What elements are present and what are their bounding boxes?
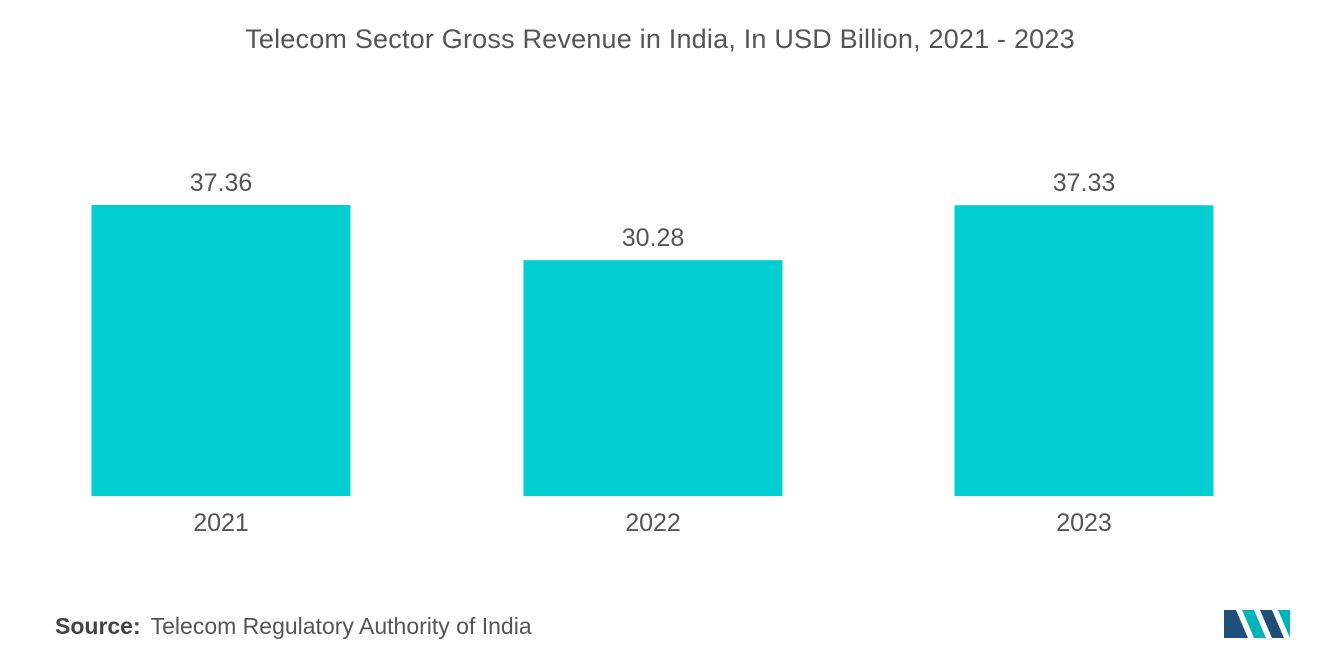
mordor-intelligence-logo-icon [1224, 610, 1290, 638]
logo-shape-left [1224, 610, 1248, 638]
value-label-2023: 37.33 [1053, 169, 1116, 197]
x-tick-label-2022: 2022 [625, 509, 681, 537]
logo-shape-edge [1278, 610, 1290, 638]
bar-2023 [954, 205, 1214, 496]
chart-title: Telecom Sector Gross Revenue in India, I… [245, 24, 1075, 54]
bar-2022 [523, 260, 783, 496]
logo-shape-middle [1242, 610, 1266, 638]
bar-2021 [91, 205, 351, 496]
value-label-2021: 37.36 [190, 169, 253, 197]
source-text: Telecom Regulatory Authority of India [150, 613, 532, 639]
value-label-2022: 30.28 [622, 224, 685, 252]
x-tick-label-2023: 2023 [1056, 509, 1112, 537]
x-tick-label-2021: 2021 [193, 509, 249, 537]
source-line: Source: Telecom Regulatory Authority of I… [55, 613, 532, 640]
logo-shape-right [1260, 610, 1284, 638]
source-label: Source: [55, 613, 141, 639]
